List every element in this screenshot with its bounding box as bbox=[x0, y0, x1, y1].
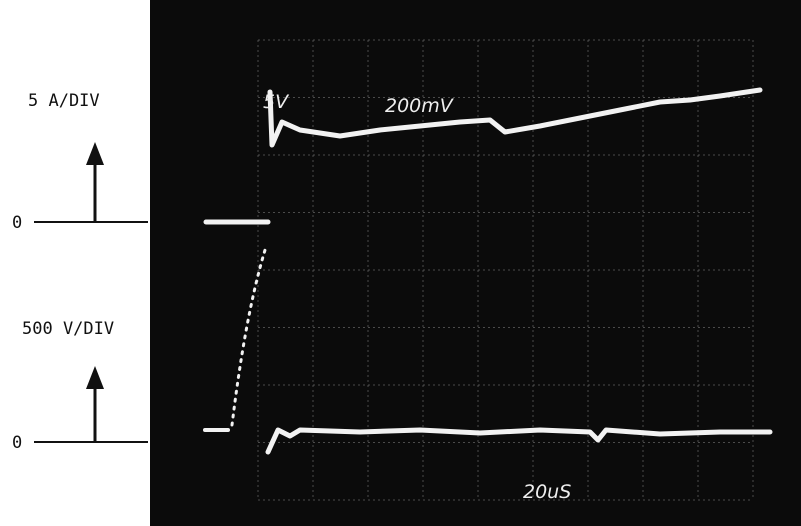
current-arrowhead bbox=[86, 142, 104, 165]
voltage-scale: 500 V/DIV bbox=[22, 319, 114, 339]
current-trace bbox=[267, 87, 763, 148]
channel-1-label: 5V bbox=[263, 91, 290, 113]
current-scale: 5 A/DIV bbox=[28, 91, 100, 111]
voltage-trace bbox=[265, 427, 773, 455]
current-zero: 0 bbox=[12, 213, 22, 233]
timebase-label: 20uS bbox=[523, 481, 571, 503]
voltage-zero: 0 bbox=[12, 433, 22, 453]
current-rise-trace bbox=[230, 248, 267, 427]
scope-screen bbox=[150, 0, 801, 526]
graticule bbox=[257, 39, 754, 501]
channel-2-label: 200mV bbox=[385, 95, 455, 117]
voltage-arrowhead bbox=[86, 366, 104, 389]
